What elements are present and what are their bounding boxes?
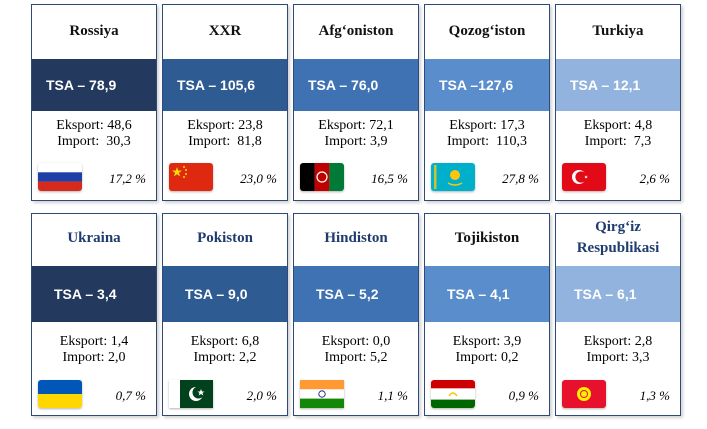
country-card-tajikistan: Tojikiston TSA – 4,1 Eksport: 3,9 Import… — [424, 213, 550, 416]
export-value: Eksport: 23,8 — [187, 118, 263, 133]
export-value: Eksport: 72,1 — [318, 118, 394, 133]
trade-values: Eksport: 72,1 Import: 3,9 — [294, 118, 418, 150]
export-value: Eksport: 48,6 — [56, 118, 132, 133]
tsa-band: TSA – 9,0 — [163, 266, 287, 322]
trade-values: Eksport: 0,0 Import: 5,2 — [294, 334, 418, 366]
trade-values: Eksport: 48,6 Import: 30,3 — [32, 118, 156, 150]
tajikistan-flag-icon — [431, 380, 475, 408]
country-name: Afg‘oniston — [318, 22, 394, 39]
country-name: Rossiya — [69, 22, 119, 39]
country-card-russia: Rossiya TSA – 78,9 Eksport: 48,6 Import:… — [31, 4, 157, 201]
trade-values: Eksport: 3,9 Import: 0,2 — [425, 334, 549, 366]
country-card-pakistan: Pokiston TSA – 9,0 Eksport: 6,8 Import: … — [162, 213, 288, 416]
import-value: Import: 5,2 — [324, 350, 388, 365]
country-name: XXR — [208, 22, 242, 39]
import-value: Import: 81,8 — [188, 134, 262, 149]
import-value: Import: 2,0 — [62, 350, 126, 365]
export-value: Eksport: 1,4 — [59, 334, 129, 349]
import-value: Import: 3,3 — [586, 350, 650, 365]
import-value: Import: 0,2 — [455, 350, 519, 365]
country-name: Tojikiston — [454, 229, 520, 246]
turkey-flag-icon — [562, 163, 606, 191]
share-percent: 0,7 % — [115, 388, 146, 403]
trade-values: Eksport: 6,8 Import: 2,2 — [163, 334, 287, 366]
tsa-band: TSA – 105,6 — [163, 59, 287, 111]
export-value: Eksport: 6,8 — [190, 334, 260, 349]
import-value: Import: 110,3 — [447, 134, 527, 149]
tsa-band: TSA – 6,1 — [556, 266, 680, 322]
tsa-band: TSA – 12,1 — [556, 59, 680, 111]
import-value: Import: 3,9 — [324, 134, 388, 149]
trade-values: Eksport: 2,8 Import: 3,3 — [556, 334, 680, 366]
share-percent: 17,2 % — [109, 171, 146, 186]
country-card-afghanistan: Afg‘oniston TSA – 76,0 Eksport: 72,1 Imp… — [293, 4, 419, 201]
country-card-china: XXR TSA – 105,6 Eksport: 23,8 Import: 81… — [162, 4, 288, 201]
share-percent: 2,6 % — [639, 171, 670, 186]
export-value: Eksport: 0,0 — [321, 334, 391, 349]
share-percent: 1,1 % — [377, 388, 408, 403]
country-name: Qirg‘iz Respublikasi — [576, 219, 660, 256]
tsa-band: TSA – 76,0 — [294, 59, 418, 111]
export-value: Eksport: 4,8 — [583, 118, 653, 133]
country-name: Pokiston — [197, 229, 253, 246]
share-percent: 0,9 % — [508, 388, 539, 403]
ukraine-flag-icon — [38, 380, 82, 408]
tsa-band: TSA – 3,4 — [32, 266, 156, 322]
tsa-band: TSA – 4,1 — [425, 266, 549, 322]
share-percent: 16,5 % — [371, 171, 408, 186]
tsa-band: TSA – 78,9 — [32, 59, 156, 111]
country-card-ukraine: Ukraina TSA – 3,4 Eksport: 1,4 Import: 2… — [31, 213, 157, 416]
share-percent: 2,0 % — [246, 388, 277, 403]
russia-flag-icon — [38, 163, 82, 191]
kazakhstan-flag-icon — [431, 163, 475, 191]
import-value: Import: 7,3 — [584, 134, 652, 149]
country-card-india: Hindiston TSA – 5,2 Eksport: 0,0 Import:… — [293, 213, 419, 416]
country-card-kyrgyzstan: Qirg‘iz Respublikasi TSA – 6,1 Eksport: … — [555, 213, 681, 416]
country-card-kazakhstan: Qozog‘iston TSA –127,6 Eksport: 17,3 Imp… — [424, 4, 550, 201]
country-name: Hindiston — [324, 229, 388, 246]
country-name: Qozog‘iston — [448, 22, 526, 39]
import-value: Import: 30,3 — [57, 134, 131, 149]
india-flag-icon — [300, 380, 344, 408]
import-value: Import: 2,2 — [193, 350, 257, 365]
pakistan-flag-icon — [169, 380, 213, 408]
share-percent: 1,3 % — [639, 388, 670, 403]
china-flag-icon — [169, 163, 213, 191]
tsa-band: TSA –127,6 — [425, 59, 549, 111]
export-value: Eksport: 2,8 — [583, 334, 653, 349]
share-percent: 27,8 % — [502, 171, 539, 186]
export-value: Eksport: 17,3 — [449, 118, 525, 133]
afghanistan-flag-icon — [300, 163, 344, 191]
trade-values: Eksport: 4,8 Import: 7,3 — [556, 118, 680, 150]
country-name: Ukraina — [67, 229, 121, 246]
trade-values: Eksport: 1,4 Import: 2,0 — [32, 334, 156, 366]
trade-values: Eksport: 23,8 Import: 81,8 — [163, 118, 287, 150]
country-card-turkey: Turkiya TSA – 12,1 Eksport: 4,8 Import: … — [555, 4, 681, 201]
export-value: Eksport: 3,9 — [452, 334, 522, 349]
kyrgyzstan-flag-icon — [562, 380, 606, 408]
tsa-band: TSA – 5,2 — [294, 266, 418, 322]
share-percent: 23,0 % — [240, 171, 277, 186]
trade-values: Eksport: 17,3 Import: 110,3 — [425, 118, 549, 150]
country-name: Turkiya — [592, 22, 644, 39]
